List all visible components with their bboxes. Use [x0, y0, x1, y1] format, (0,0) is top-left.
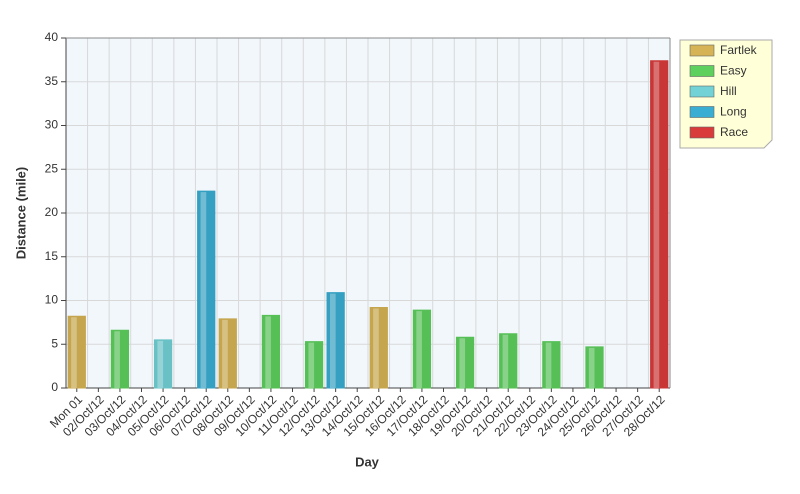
legend-label: Fartlek [720, 43, 758, 57]
bar [218, 318, 237, 389]
bar [110, 329, 130, 389]
legend-swatch [689, 106, 715, 118]
y-axis-label: Distance (mile) [13, 167, 28, 259]
y-tick-label: 25 [45, 161, 59, 175]
bar-highlight [416, 311, 422, 388]
bar [197, 190, 216, 389]
bar-highlight [114, 331, 120, 388]
legend-label: Race [720, 125, 748, 139]
y-tick-label: 35 [45, 74, 59, 88]
bar [326, 292, 345, 389]
bar [650, 60, 669, 389]
bar [412, 309, 432, 389]
y-tick-label: 40 [45, 30, 59, 44]
y-tick-label: 15 [45, 249, 59, 263]
bar-highlight [200, 192, 207, 388]
bar-highlight [459, 338, 466, 388]
bar-highlight [222, 319, 228, 388]
y-tick-label: 30 [45, 118, 59, 132]
bar-highlight [545, 342, 552, 388]
legend-label: Long [720, 105, 747, 119]
x-axis-label: Day [355, 454, 380, 469]
bar [304, 341, 324, 389]
bar-highlight [502, 334, 509, 388]
bar [67, 315, 86, 389]
y-tick-label: 5 [51, 336, 58, 350]
legend-swatch [689, 65, 715, 77]
bar [369, 307, 388, 389]
bar-highlight [588, 347, 595, 388]
y-tick-label: 20 [45, 205, 59, 219]
bar-highlight [71, 317, 77, 388]
legend-swatch [689, 126, 715, 139]
bar [542, 341, 561, 389]
bar-highlight [373, 308, 379, 388]
bar [153, 339, 173, 389]
bar-highlight [653, 61, 660, 388]
bar-highlight [308, 342, 315, 388]
y-tick-label: 10 [45, 293, 59, 307]
legend-swatch [689, 85, 715, 98]
bar [585, 346, 604, 389]
bar [261, 314, 281, 389]
legend-swatch [689, 44, 715, 57]
bar-highlight [265, 316, 271, 388]
y-tick-label: 0 [51, 380, 58, 394]
bar-highlight [157, 340, 164, 388]
legend-label: Easy [720, 64, 747, 78]
bar [455, 336, 475, 389]
bar [499, 333, 518, 389]
legend-label: Hill [720, 84, 737, 98]
bar-highlight [330, 293, 336, 388]
